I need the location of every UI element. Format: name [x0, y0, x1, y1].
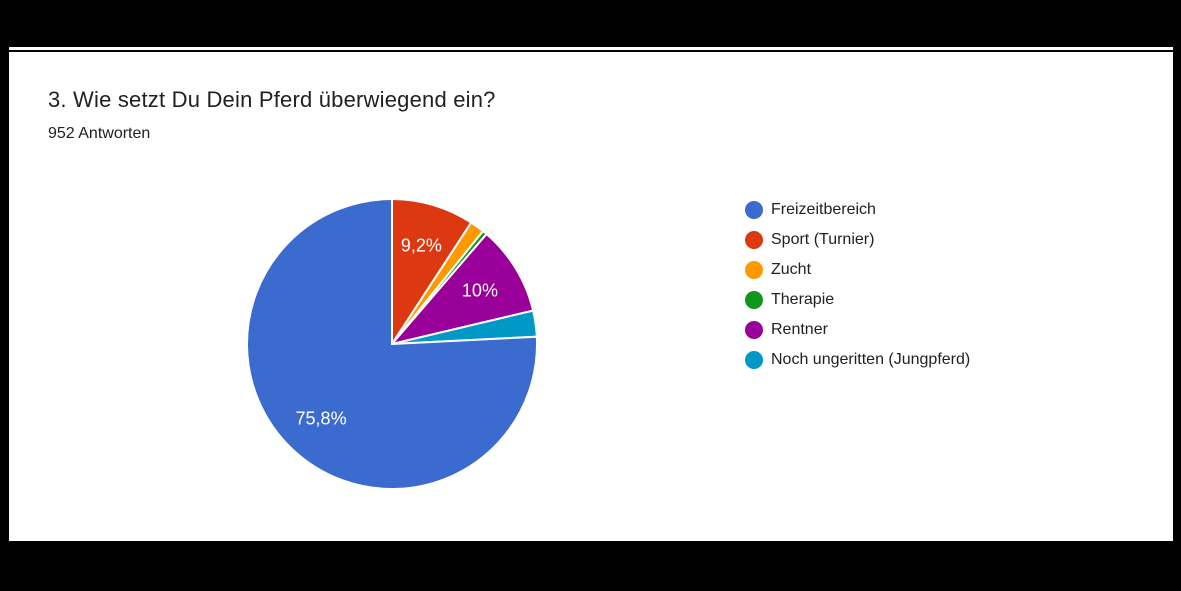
legend-label: Rentner	[771, 321, 828, 338]
legend-item-noch-ungeritten-jungpferd: Noch ungeritten (Jungpferd)	[745, 345, 970, 375]
legend-item-sport-turnier: Sport (Turnier)	[745, 225, 970, 255]
responses-count: 952 Antworten	[48, 125, 151, 142]
legend-item-rentner: Rentner	[745, 315, 970, 345]
card-top-hairline	[9, 50, 1173, 52]
legend-dot	[745, 351, 763, 369]
legend-dot	[745, 201, 763, 219]
pie-slice-sport-turnier[interactable]	[391, 197, 473, 348]
legend-dot	[745, 231, 763, 249]
chart-legend: Freizeitbereich Sport (Turnier) Zucht Thera…	[745, 195, 970, 375]
legend-item-freizeitbereich: Freizeitbereich	[745, 195, 970, 225]
legend-item-therapie: Therapie	[745, 285, 970, 315]
legend-dot	[745, 321, 763, 339]
pie-slice-label-freizeitbereich: 75,8%	[296, 409, 347, 429]
pie-slice-freizeitbereich[interactable]	[246, 197, 538, 490]
pie-chart: 9,2% 10% 75,8%	[246, 197, 538, 490]
legend-label: Sport (Turnier)	[771, 231, 875, 248]
legend-label: Noch ungeritten (Jungpferd)	[771, 351, 971, 368]
legend-item-zucht: Zucht	[745, 255, 970, 285]
pie-slice-label-sport-turnier: 9,2%	[401, 235, 442, 255]
legend-dot	[745, 291, 763, 309]
legend-label: Freizeitbereich	[771, 201, 876, 218]
question-title: 3. Wie setzt Du Dein Pferd überwiegend e…	[48, 87, 496, 112]
pie-slice-rentner[interactable]	[389, 232, 535, 346]
legend-label: Therapie	[771, 291, 835, 308]
chart-card: 3. Wie setzt Du Dein Pferd überwiegend e…	[9, 47, 1173, 541]
legend-dot	[745, 261, 763, 279]
pie-slice-label-rentner: 10%	[462, 280, 498, 300]
legend-label: Zucht	[771, 261, 812, 278]
